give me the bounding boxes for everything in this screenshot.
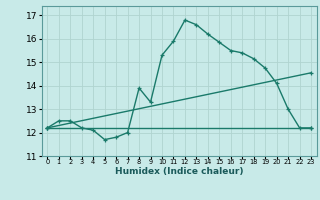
X-axis label: Humidex (Indice chaleur): Humidex (Indice chaleur) [115,167,244,176]
